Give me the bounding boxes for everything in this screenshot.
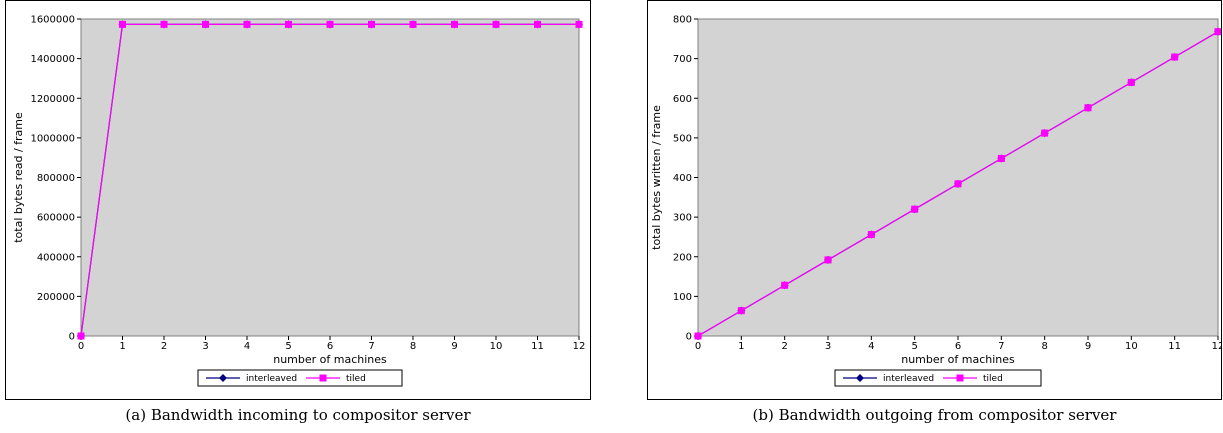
x-axis-title: number of machines	[273, 353, 387, 366]
data-point-tiled	[534, 20, 541, 28]
x-tick-label: 5	[285, 341, 291, 352]
y-tick-label: 600000	[37, 213, 75, 224]
x-tick-label: 11	[531, 341, 544, 352]
figure-caption-b: (b) Bandwidth outgoing from compositor s…	[752, 406, 1117, 424]
y-tick-label: 700	[673, 54, 692, 65]
legend-marker-tiled	[956, 374, 964, 382]
x-tick-label: 1	[738, 341, 744, 352]
chart-panel-b: 0 100 200 300 400 500 600 700 800 0 1 2 3 4 5 6 7 8 9 10 11 1…	[647, 0, 1223, 400]
legend-box	[197, 369, 403, 387]
y-tick-label: 1200000	[30, 94, 75, 105]
x-tick-label: 7	[368, 341, 374, 352]
x-tick-label: 9	[1085, 341, 1091, 352]
x-tick-label: 6	[955, 341, 961, 352]
y-tick-label: 1600000	[30, 15, 75, 26]
data-point-tiled	[409, 20, 417, 28]
data-point-tiled	[1171, 53, 1179, 61]
plot-area	[697, 18, 1219, 337]
y-tick-label: 400	[673, 173, 692, 184]
y-tick-label: 400000	[37, 252, 75, 263]
y-tick-label: 200	[673, 252, 692, 263]
legend-box	[834, 369, 1042, 387]
x-tick-label: 4	[868, 341, 874, 352]
x-tick-label: 12	[573, 341, 586, 352]
data-point-tiled	[867, 231, 875, 239]
y-tick-label: 100	[673, 292, 692, 303]
x-tick-label: 6	[327, 341, 333, 352]
x-tick-label: 12	[1212, 341, 1221, 352]
x-tick-label: 10	[490, 341, 503, 352]
data-point-tiled	[737, 307, 745, 315]
y-axis-title: total bytes written / frame	[650, 105, 663, 250]
data-point-tiled	[243, 20, 251, 28]
x-tick-label: 9	[451, 341, 457, 352]
legend-label-tiled: tiled	[983, 374, 1003, 384]
data-point-tiled	[368, 20, 375, 28]
legend-label-tiled: tiled	[346, 374, 366, 384]
data-point-tiled	[781, 281, 789, 289]
x-tick-label: 10	[1125, 341, 1138, 352]
data-point-tiled	[451, 20, 458, 28]
y-axis-title: total bytes read / frame	[12, 112, 25, 243]
x-tick-label: 0	[78, 341, 84, 352]
y-tick-label: 800000	[37, 173, 75, 184]
legend-marker-interleaved	[856, 374, 864, 382]
data-point-tiled	[1041, 129, 1049, 137]
x-tick-label: 1	[119, 341, 125, 352]
x-tick-label: 8	[1041, 341, 1047, 352]
x-tick-label: 5	[911, 341, 917, 352]
x-tick-label: 0	[695, 341, 701, 352]
figure-caption-a: (a) Bandwidth incoming to compositor ser…	[125, 406, 471, 424]
x-axis-title: number of machines	[901, 353, 1015, 366]
x-tick-label: 3	[202, 341, 208, 352]
data-point-tiled	[492, 20, 500, 28]
data-point-tiled	[160, 20, 168, 28]
data-point-tiled	[575, 20, 583, 28]
data-point-tiled	[824, 256, 832, 264]
x-tick-label: 4	[244, 341, 250, 352]
data-point-tiled	[119, 20, 126, 28]
data-point-tiled	[954, 180, 962, 188]
y-tick-label: 500	[673, 133, 692, 144]
y-tick-label: 0	[686, 332, 692, 343]
legend-label-interleaved: interleaved	[883, 374, 934, 384]
legend-marker-interleaved	[219, 374, 227, 382]
legend-marker-tiled	[319, 374, 327, 382]
x-tick-label: 2	[781, 341, 787, 352]
data-point-tiled	[77, 332, 85, 340]
data-point-tiled	[202, 20, 209, 28]
data-point-tiled	[997, 154, 1005, 162]
x-tick-label: 8	[410, 341, 416, 352]
y-tick-label: 600	[673, 94, 692, 105]
x-tick-label: 2	[161, 341, 167, 352]
legend-label-interleaved: interleaved	[246, 374, 297, 384]
x-tick-label: 3	[825, 341, 831, 352]
chart-a: 0 200000 400000 600000 800000 1000000 1200000 1…	[12, 15, 586, 387]
plot-area	[80, 18, 580, 337]
data-point-tiled	[911, 205, 919, 213]
data-point-tiled	[694, 332, 702, 340]
y-tick-label: 1400000	[30, 54, 75, 65]
data-point-tiled	[326, 20, 334, 28]
chart-panel-a: 0 200000 400000 600000 800000 1000000 1200000 1…	[5, 0, 591, 400]
data-point-tiled	[1084, 104, 1092, 112]
y-tick-label: 1000000	[30, 133, 75, 144]
y-tick-label: 0	[69, 332, 75, 343]
data-point-tiled	[285, 20, 292, 28]
data-point-tiled	[1214, 28, 1222, 36]
x-tick-label: 7	[998, 341, 1004, 352]
y-tick-label: 800	[673, 15, 692, 26]
y-tick-label: 300	[673, 213, 692, 224]
y-tick-label: 200000	[37, 292, 75, 303]
x-tick-label: 11	[1168, 341, 1181, 352]
data-point-tiled	[1127, 78, 1135, 86]
